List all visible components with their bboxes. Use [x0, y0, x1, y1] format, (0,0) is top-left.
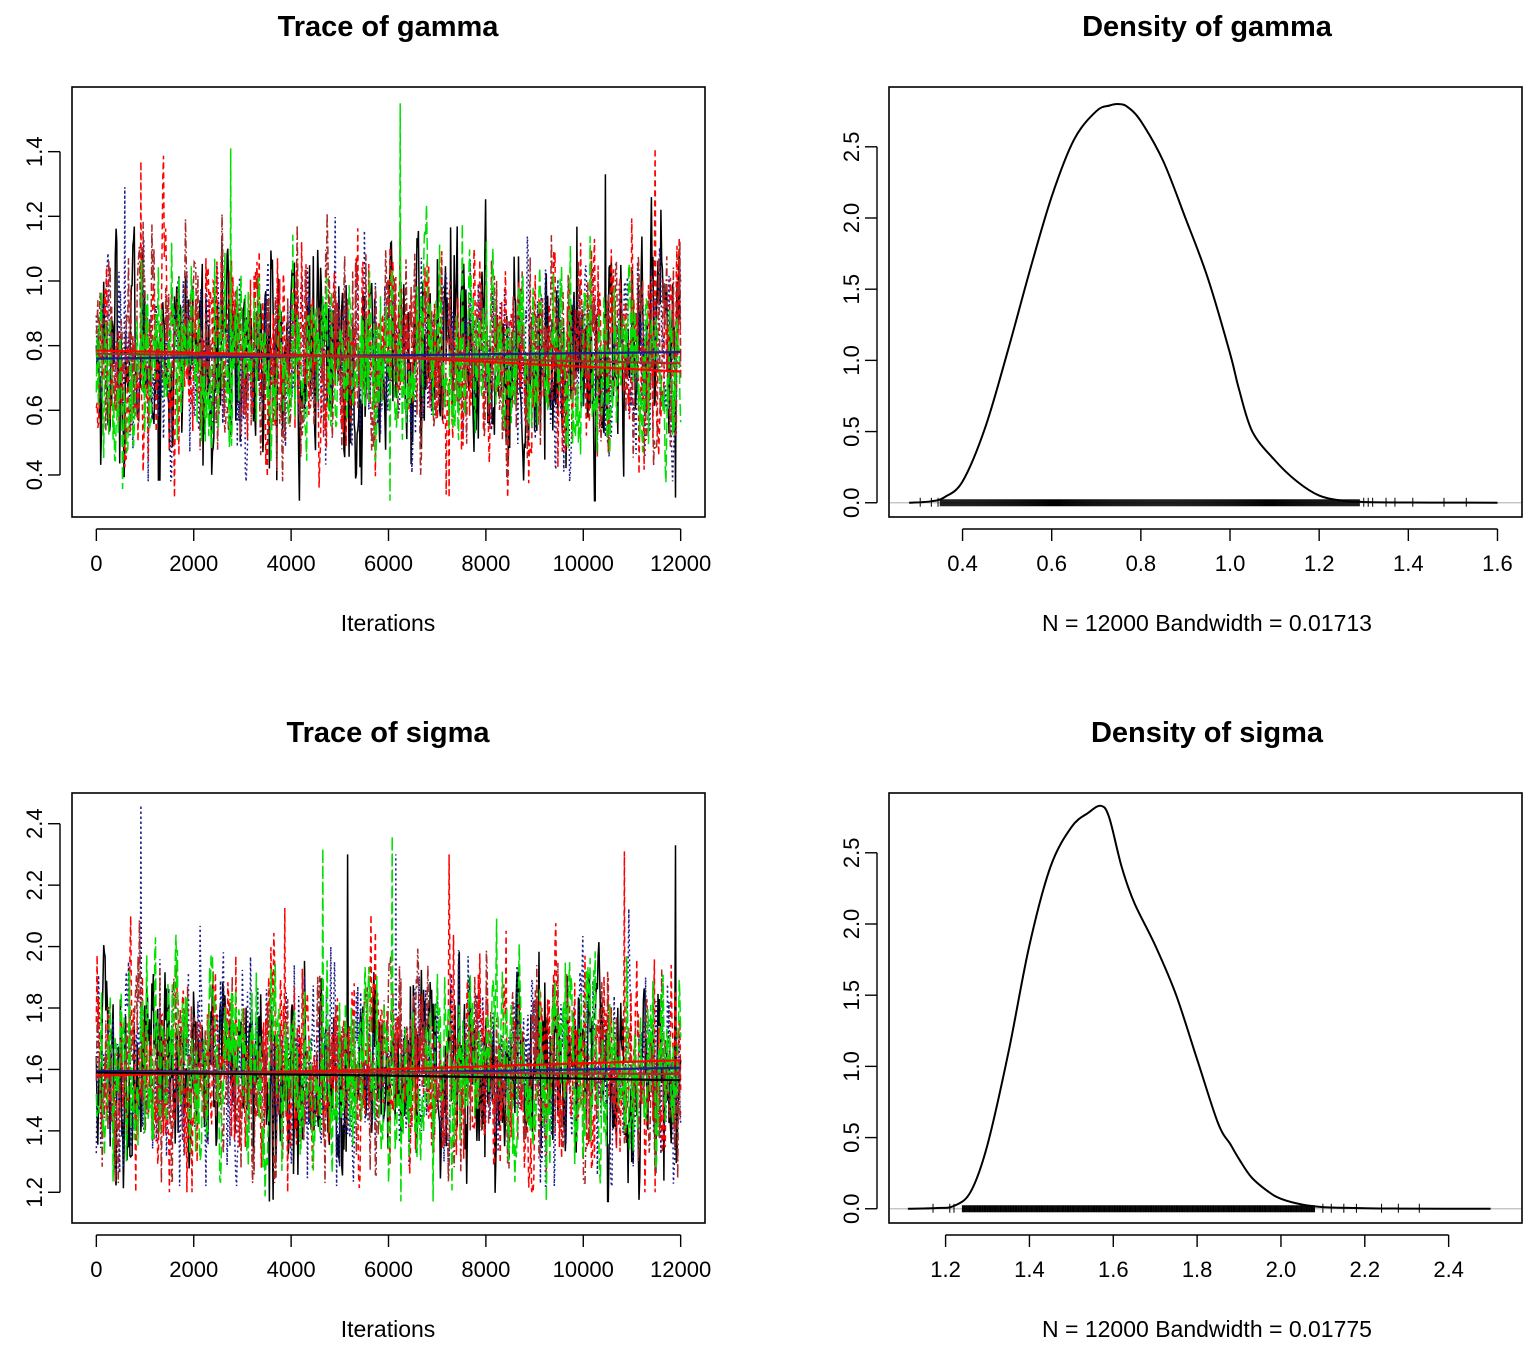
plot-frame [888, 792, 1523, 1224]
y-tick-label: 1.0 [839, 1051, 864, 1082]
x-tick-label: 6000 [364, 551, 413, 576]
x-axis-label: Iterations [341, 610, 436, 636]
x-tick-label: 0.8 [1126, 551, 1157, 576]
plot-frame [71, 86, 706, 518]
x-tick-label: 1.2 [1304, 551, 1335, 576]
x-tick-label: 2000 [169, 1257, 218, 1282]
smooth-line-1 [96, 351, 681, 360]
plot-frame [888, 86, 1523, 518]
y-tick-label: 1.4 [22, 1116, 47, 1147]
y-tick-label: 1.0 [22, 266, 47, 297]
rug [932, 1203, 1420, 1213]
x-tick-label: 8000 [461, 551, 510, 576]
y-axis: 1.2 1.4 1.6 1.8 2.0 2.2 2.4 [22, 808, 61, 1208]
x-tick-label: 1.0 [1215, 551, 1246, 576]
x-tick-label: 8000 [461, 1257, 510, 1282]
x-axis: 1.2 1.4 1.6 1.8 2.0 2.2 2.4 [930, 1234, 1464, 1282]
y-tick-label: 0.8 [22, 330, 47, 361]
x-tick-label: 10000 [553, 551, 614, 576]
chain-5-line [95, 835, 682, 1202]
x-tick-label: 0 [90, 1257, 102, 1282]
x-tick-label: 0.4 [947, 551, 978, 576]
smooth-line-4 [96, 1071, 681, 1082]
y-tick-label: 0.0 [839, 487, 864, 518]
x-axis-label: N = 12000 Bandwidth = 0.01713 [1042, 610, 1372, 636]
x-axis-label: Iterations [341, 1316, 436, 1342]
plot-area: 0.4 0.6 0.8 1.0 1.2 1.4 1.6 0.0 0.5 1.0 1.5 2.0 2.5 [839, 86, 1523, 576]
x-tick-label: 2.0 [1266, 1257, 1297, 1282]
chain-3-line [95, 851, 682, 1193]
y-tick-label: 1.6 [22, 1054, 47, 1085]
x-tick-label: 12000 [650, 1257, 711, 1282]
y-tick-label: 2.5 [839, 838, 864, 869]
x-tick-label: 10000 [553, 1257, 614, 1282]
x-tick-label: 4000 [267, 551, 316, 576]
x-tick-label: 1.8 [1182, 1257, 1213, 1282]
x-tick-label: 1.6 [1482, 551, 1513, 576]
y-tick-label: 1.2 [22, 201, 47, 232]
density-gamma-panel: Density of gamma N = 12000 Bandwidth = 0… [839, 11, 1523, 636]
chart-title: Trace of sigma [286, 717, 490, 749]
y-tick-label: 1.2 [22, 1177, 47, 1208]
y-tick-label: 2.5 [839, 132, 864, 163]
plot-marks [890, 103, 1521, 507]
y-tick-label: 1.5 [839, 274, 864, 305]
x-tick-label: 1.2 [930, 1257, 961, 1282]
x-tick-label: 0 [90, 551, 102, 576]
y-tick-label: 0.5 [839, 416, 864, 447]
x-tick-label: 4000 [267, 1257, 316, 1282]
y-axis: 0.4 0.6 0.8 1.0 1.2 1.4 [22, 136, 61, 491]
y-tick-label: 1.4 [22, 136, 47, 167]
density-curve [909, 103, 1498, 504]
x-axis: 0.4 0.6 0.8 1.0 1.2 1.4 1.6 [947, 528, 1513, 576]
chart-title: Density of gamma [1082, 11, 1333, 43]
x-tick-label: 0.6 [1036, 551, 1067, 576]
x-axis: 0 2000 4000 6000 8000 10000 12000 [90, 1234, 711, 1282]
y-tick-label: 1.0 [839, 345, 864, 376]
plot-marks [890, 804, 1521, 1213]
x-tick-label: 2.2 [1350, 1257, 1381, 1282]
x-tick-label: 2.4 [1433, 1257, 1464, 1282]
y-tick-label: 2.4 [22, 808, 47, 839]
y-tick-label: 1.5 [839, 980, 864, 1011]
x-tick-label: 1.6 [1098, 1257, 1129, 1282]
x-axis-label: N = 12000 Bandwidth = 0.01775 [1042, 1316, 1372, 1342]
y-axis: 0.0 0.5 1.0 1.5 2.0 2.5 [839, 838, 878, 1224]
y-tick-label: 2.0 [839, 909, 864, 940]
plot-area: 0 2000 4000 6000 8000 10000 12000 1.2 1.4 1.6 1.8 2… [22, 792, 711, 1282]
plot-area: 1.2 1.4 1.6 1.8 2.0 2.2 2.4 0.0 0.5 1.0 1.5 2.0 2.5 [839, 792, 1523, 1282]
plot-marks [95, 103, 682, 502]
y-axis: 0.0 0.5 1.0 1.5 2.0 2.5 [839, 132, 878, 518]
y-tick-label: 2.0 [22, 931, 47, 962]
plot-marks [95, 805, 682, 1203]
trace-sigma-panel: Trace of sigma Iterations 0 2000 4000 6000 8… [22, 717, 711, 1342]
x-tick-label: 6000 [364, 1257, 413, 1282]
y-tick-label: 2.0 [839, 203, 864, 234]
plot-area: 0 2000 4000 6000 8000 10000 12000 0.4 0.6 0.8 1.0 1… [22, 86, 711, 576]
y-tick-label: 0.6 [22, 395, 47, 426]
smooth-line-3 [96, 352, 681, 365]
y-tick-label: 0.4 [22, 460, 47, 491]
x-axis: 0 2000 4000 6000 8000 10000 12000 [90, 528, 711, 576]
y-tick-label: 0.0 [839, 1193, 864, 1224]
trace-gamma-panel: Trace of gamma Iterations 0 2000 4000 6000 8… [22, 11, 711, 636]
x-tick-label: 1.4 [1393, 551, 1424, 576]
y-tick-label: 2.2 [22, 870, 47, 901]
chart-title: Trace of gamma [278, 11, 500, 43]
chart-title: Density of sigma [1091, 717, 1324, 749]
x-tick-label: 12000 [650, 551, 711, 576]
x-tick-label: 1.4 [1014, 1257, 1045, 1282]
rug [919, 497, 1467, 507]
plot-frame [71, 792, 706, 1224]
y-tick-label: 0.5 [839, 1122, 864, 1153]
chain-5-line [95, 103, 682, 501]
density-curve [907, 804, 1491, 1210]
x-tick-label: 2000 [169, 551, 218, 576]
y-tick-label: 1.8 [22, 993, 47, 1024]
density-sigma-panel: Density of sigma N = 12000 Bandwidth = 0… [839, 717, 1523, 1342]
